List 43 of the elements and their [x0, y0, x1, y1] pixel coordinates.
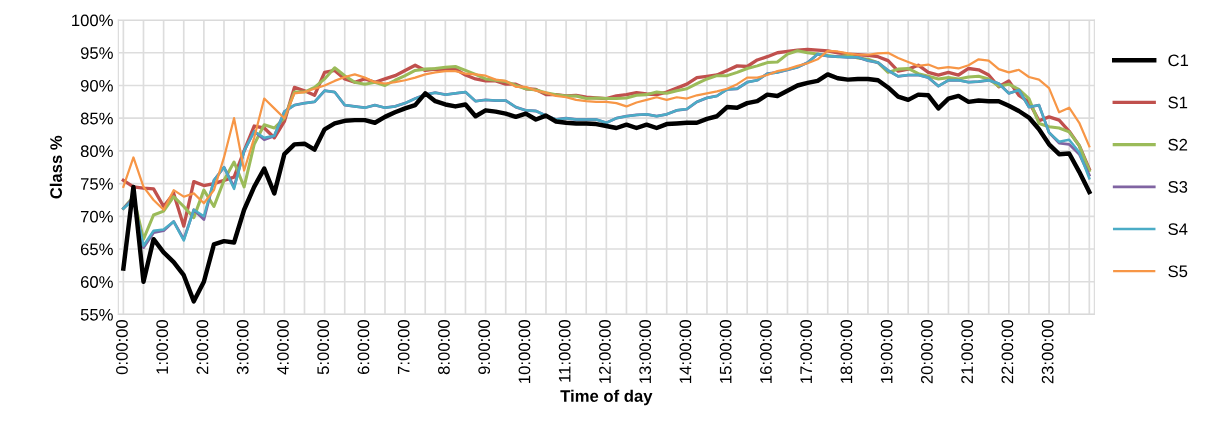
- y-tick-label: 75%: [80, 178, 113, 190]
- x-tick-label: 1:00:00: [156, 319, 169, 374]
- y-tick-label: 65%: [80, 243, 113, 256]
- x-tick-label: 14:00:00: [679, 319, 692, 383]
- y-tick-label: 90%: [80, 79, 113, 92]
- x-tick-label: 21:00:00: [961, 319, 974, 384]
- legend-label: S5: [1168, 265, 1188, 278]
- y-tick-label: 100%: [72, 14, 113, 27]
- x-tick-label: 23:00:00: [1041, 319, 1054, 384]
- y-tick-label: 95%: [80, 47, 113, 59]
- x-tick-label: 10:00:00: [518, 319, 531, 383]
- x-tick-label: 12:00:00: [599, 319, 611, 383]
- y-tick-label: 85%: [80, 112, 113, 125]
- x-tick-label: 17:00:00: [800, 319, 813, 383]
- x-tick-label: 9:00:00: [478, 319, 491, 375]
- x-tick-label: 3:00:00: [236, 319, 249, 375]
- x-axis-title: Time of day: [560, 389, 653, 406]
- y-axis-title: Class %: [49, 135, 62, 199]
- x-tick-label: 2:00:00: [196, 319, 209, 375]
- x-tick-label: 18:00:00: [840, 319, 853, 383]
- legend-label: S4: [1168, 223, 1188, 236]
- x-tick-label: 19:00:00: [880, 319, 893, 383]
- x-tick-label: 4:00:00: [277, 319, 289, 375]
- x-tick-label: 15:00:00: [719, 319, 732, 383]
- legend-label: S3: [1168, 181, 1188, 193]
- legend-label: S2: [1168, 138, 1188, 151]
- x-tick-label: 0:00:00: [116, 319, 128, 375]
- legend-label: C1: [1168, 54, 1189, 67]
- line-series: [121, 72, 1092, 304]
- y-tick-label: 60%: [80, 276, 113, 288]
- y-tick-label: 80%: [80, 145, 113, 158]
- x-tick-label: 7:00:00: [397, 319, 410, 375]
- y-tick-label: 55%: [80, 308, 113, 321]
- x-tick-label: 6:00:00: [357, 319, 370, 375]
- legend-label: S1: [1168, 96, 1188, 109]
- x-tick-label: 22:00:00: [1001, 319, 1014, 384]
- y-tick-label: 70%: [80, 210, 113, 223]
- x-tick-label: 5:00:00: [317, 319, 330, 375]
- x-tick-label: 11:00:00: [558, 319, 571, 382]
- x-tick-label: 8:00:00: [438, 319, 450, 375]
- x-tick-label: 20:00:00: [920, 319, 933, 384]
- x-tick-label: 13:00:00: [639, 319, 652, 383]
- x-tick-label: 16:00:00: [760, 319, 772, 383]
